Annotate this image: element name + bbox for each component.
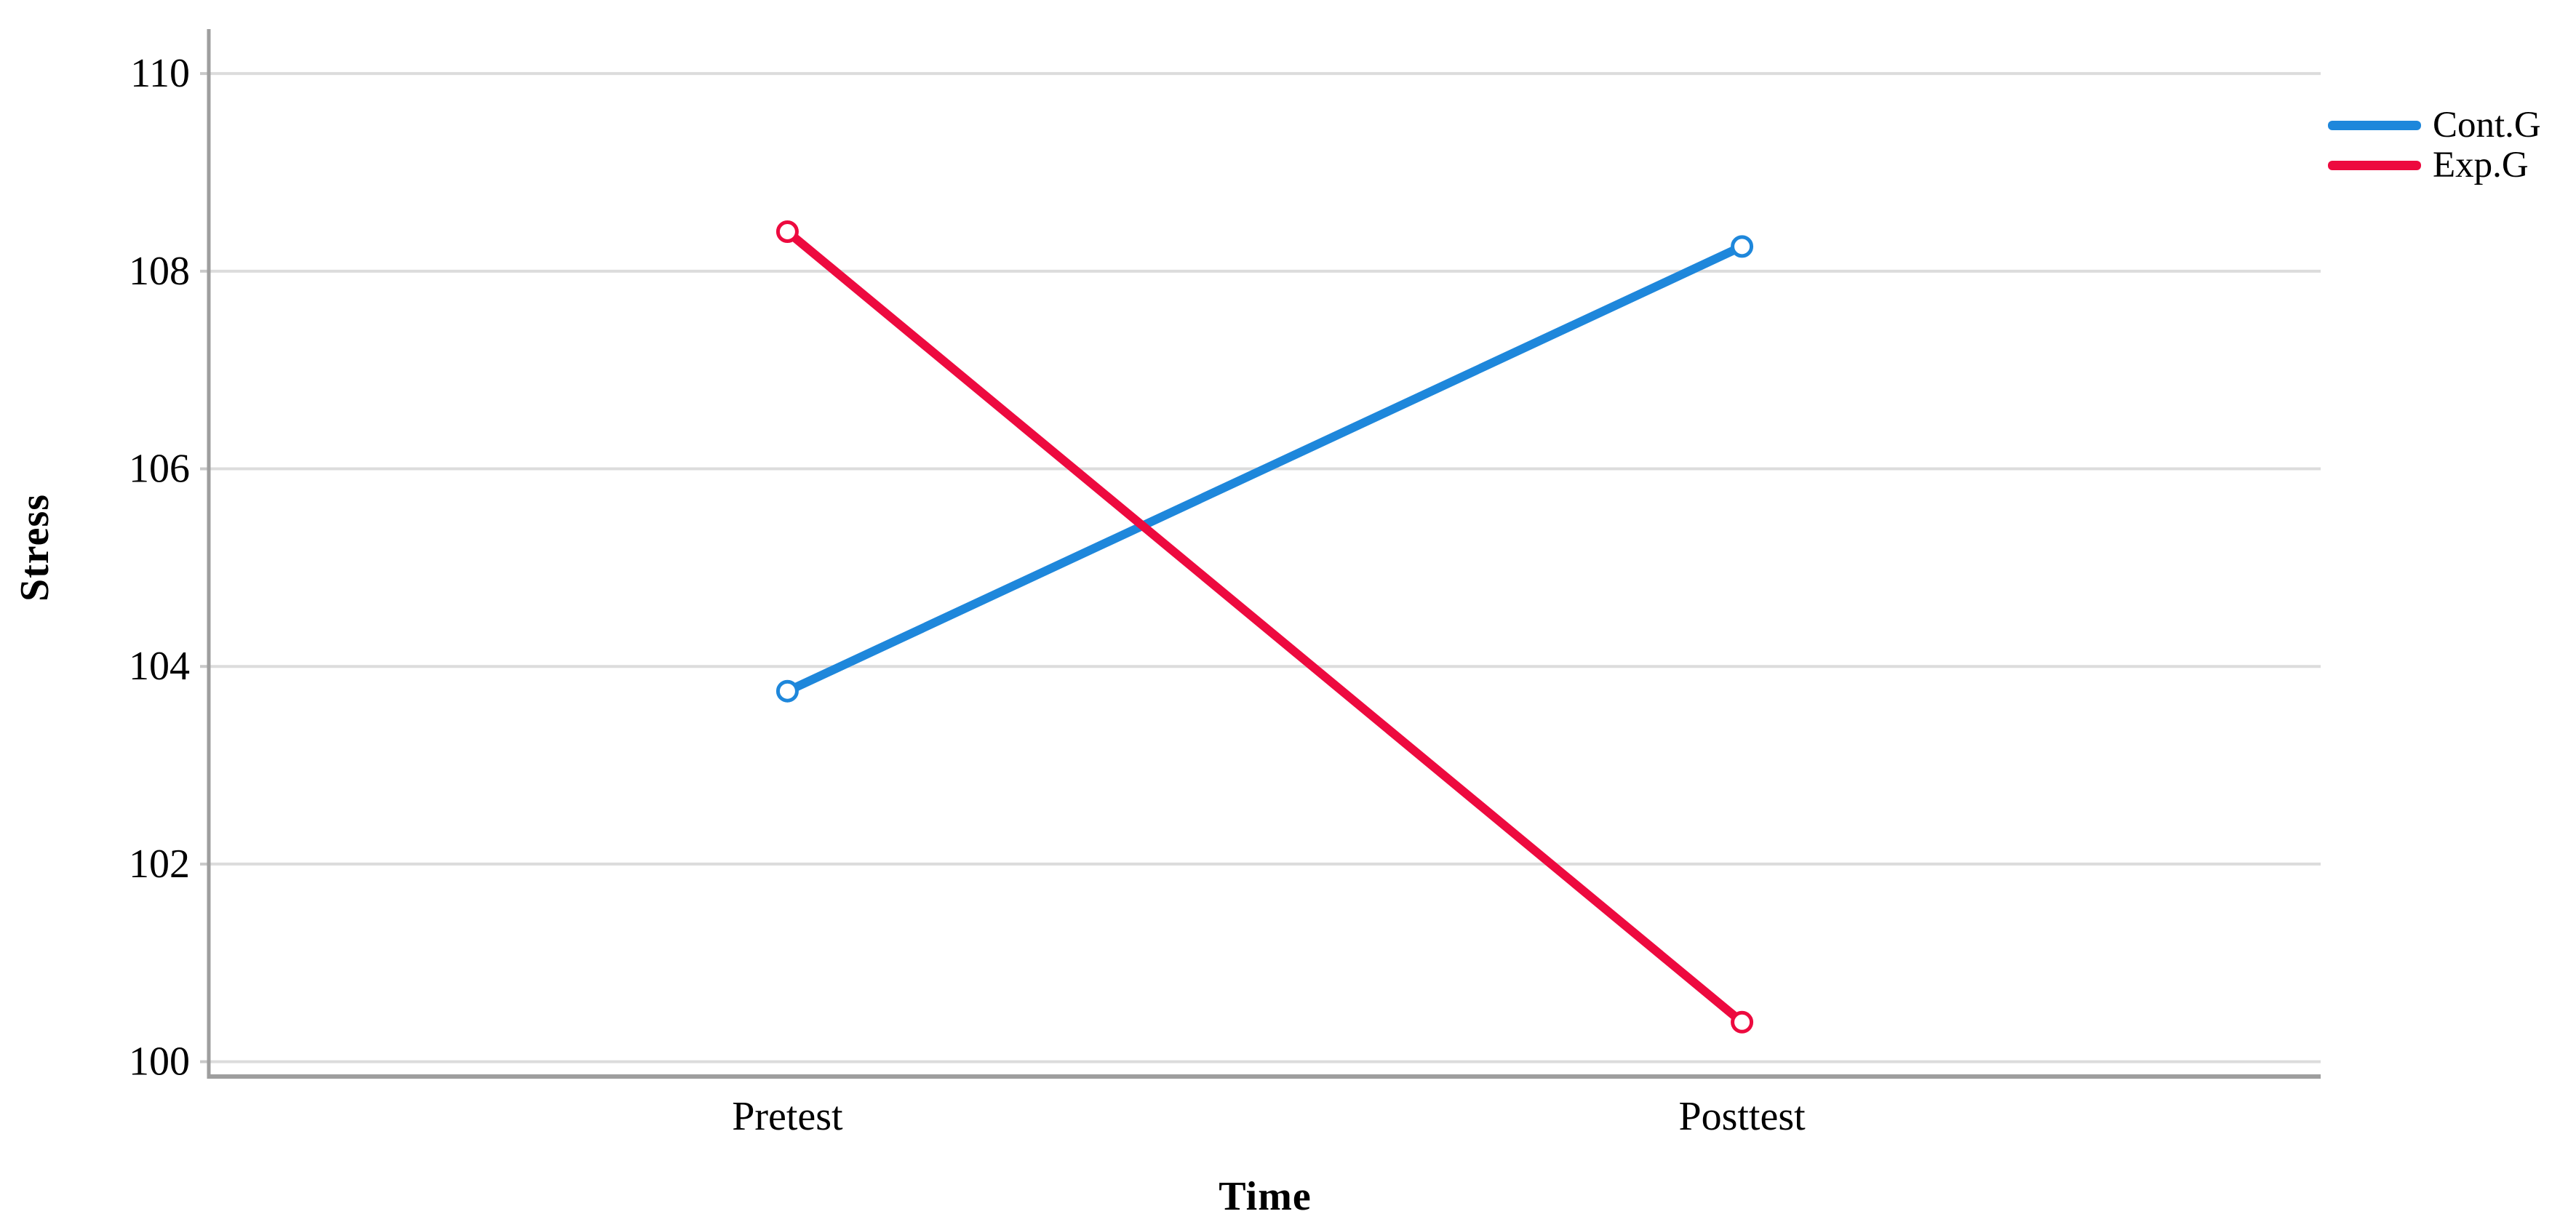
series-line-cont-g <box>785 242 1744 695</box>
y-tick-label: 102 <box>129 842 190 887</box>
x-tick-label: Pretest <box>732 1094 843 1139</box>
y-tick-label: 100 <box>129 1039 190 1085</box>
legend: Cont.G Exp.G <box>2328 105 2541 185</box>
legend-label: Exp.G <box>2433 145 2529 185</box>
data-point-marker <box>775 679 799 703</box>
y-tick-label: 108 <box>129 249 190 294</box>
legend-label: Cont.G <box>2433 105 2541 145</box>
x-axis-title: Time <box>1219 1174 1312 1219</box>
data-point-marker <box>1731 1010 1754 1034</box>
data-point-marker <box>1731 235 1754 258</box>
series-line-exp-g <box>784 228 1745 1026</box>
legend-swatch-icon <box>2328 161 2421 170</box>
y-tick-label: 104 <box>129 644 190 689</box>
y-tick-label: 110 <box>130 51 190 96</box>
x-tick-label: Posttest <box>1678 1094 1806 1139</box>
legend-swatch-icon <box>2328 121 2421 130</box>
y-axis-title: Stress <box>12 493 57 602</box>
legend-item: Exp.G <box>2328 145 2541 185</box>
legend-item: Cont.G <box>2328 105 2541 145</box>
data-point-marker <box>775 220 799 243</box>
y-tick-label: 106 <box>129 447 190 492</box>
